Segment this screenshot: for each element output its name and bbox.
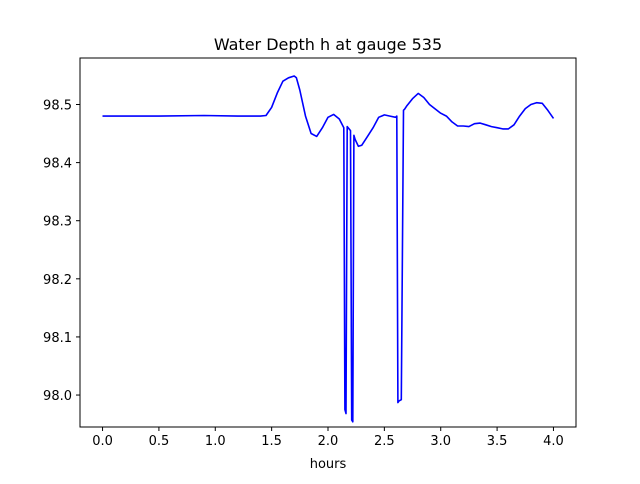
chart-title: Water Depth h at gauge 535 xyxy=(214,35,442,54)
series-layer xyxy=(102,75,555,423)
x-tick-label: 2.0 xyxy=(318,434,339,449)
x-tick-label: 0.0 xyxy=(92,434,113,449)
y-tick-label: 98.3 xyxy=(43,215,72,230)
y-tick-label: 98.0 xyxy=(43,389,72,404)
x-tick-label: 0.5 xyxy=(149,434,170,449)
x-tick-label: 4.0 xyxy=(543,434,564,449)
x-tick-label: 1.0 xyxy=(205,434,226,449)
y-tick-label: 98.2 xyxy=(43,273,72,288)
y-tick-label: 98.1 xyxy=(43,331,72,346)
x-tick-label: 3.0 xyxy=(430,434,451,449)
y-axis-ticks: 98.0 98.1 98.2 98.3 98.4 98.5 xyxy=(43,98,80,404)
x-tick-label: 2.5 xyxy=(374,434,395,449)
x-axis-ticks: 0.0 0.5 1.0 1.5 2.0 2.5 3.0 3.5 4.0 xyxy=(92,427,564,449)
y-tick-label: 98.4 xyxy=(43,157,72,172)
y-tick-label: 98.5 xyxy=(43,98,72,113)
series-line xyxy=(102,75,555,423)
x-tick-label: 1.5 xyxy=(261,434,282,449)
x-axis-label: hours xyxy=(310,457,347,472)
x-tick-label: 3.5 xyxy=(487,434,508,449)
